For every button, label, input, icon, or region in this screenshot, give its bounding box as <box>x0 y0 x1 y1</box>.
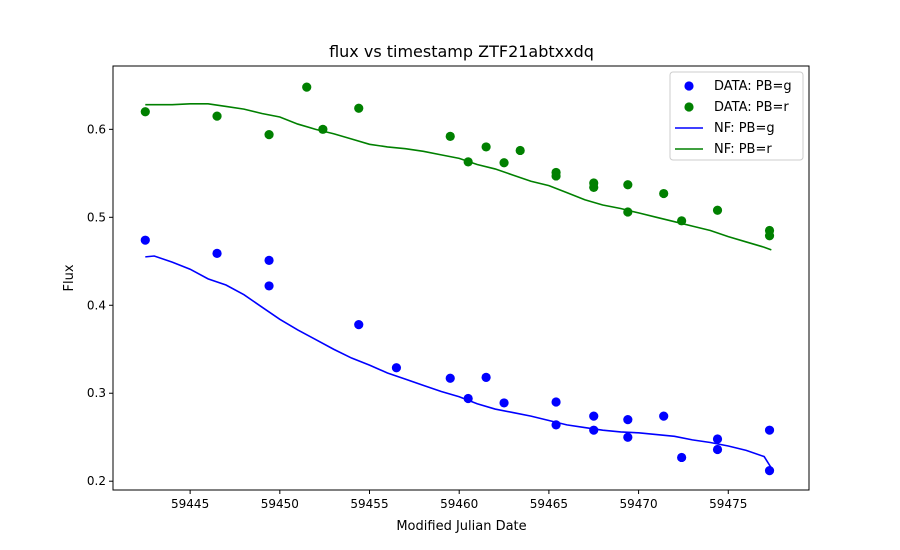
data-point-g <box>659 411 669 421</box>
data-point-g <box>481 372 491 383</box>
x-tick-label: 59470 <box>619 497 657 511</box>
y-axis-label: Flux <box>62 264 77 291</box>
data-point-r <box>764 231 775 241</box>
y-axis: 0.2 0.3 0.4 0.5 0.6 <box>87 122 113 488</box>
data-point-r <box>140 107 150 117</box>
plot-frame <box>112 65 810 491</box>
data-point-r <box>677 216 687 226</box>
data-point-g <box>589 425 599 435</box>
y-tick-label: 0.5 <box>87 210 106 224</box>
legend-label: DATA: PB=r <box>714 100 789 115</box>
series-line-g <box>145 255 773 469</box>
data-point-r <box>623 207 633 217</box>
x-tick-label: 59465 <box>530 497 568 511</box>
legend-box <box>669 71 804 161</box>
data-point-g <box>623 415 633 425</box>
data-point-g <box>623 432 633 442</box>
data-point-g <box>445 373 455 383</box>
data-point-r <box>623 180 633 190</box>
data-point-r <box>712 205 723 215</box>
y-tick-label: 0.4 <box>87 298 106 312</box>
data-point-g <box>264 281 274 291</box>
x-tick-label: 59455 <box>350 497 388 511</box>
data-point-r <box>499 158 509 168</box>
data-point-g <box>677 452 687 463</box>
x-tick-label: 59445 <box>171 497 209 511</box>
data-point-g <box>712 434 723 444</box>
chart-title: flux vs timestamp ZTF21abtxxdq <box>329 42 594 61</box>
data-point-g <box>712 444 723 455</box>
data-point-g <box>499 398 509 408</box>
data-point-g <box>589 411 599 421</box>
data-point-r <box>445 131 455 141</box>
data-point-g <box>391 363 402 373</box>
legend-label: NF: PB=r <box>714 142 772 157</box>
x-tick-label: 59460 <box>440 497 478 511</box>
x-axis: 59445 59450 59455 59460 59465 59470 59475 <box>171 490 747 511</box>
data-point-g <box>354 320 364 330</box>
data-point-g <box>551 397 561 407</box>
data-point-r <box>481 142 491 152</box>
data-point-r <box>318 124 328 134</box>
data-point-g <box>551 420 561 430</box>
data-point-r <box>659 188 669 199</box>
data-point-g <box>463 393 473 404</box>
legend: DATA: PB=g DATA: PB=r NF: PB=g NF: PB=r <box>669 71 804 161</box>
data-point-r <box>302 82 312 92</box>
legend-label: NF: PB=g <box>714 121 775 136</box>
x-axis-label: Modified Julian Date <box>396 519 526 534</box>
y-tick-label: 0.2 <box>87 474 106 488</box>
data-point-r <box>354 103 364 113</box>
legend-label: DATA: PB=g <box>714 79 792 94</box>
plot-area <box>140 82 775 476</box>
data-point-g <box>764 425 775 435</box>
data-point-g <box>212 248 222 258</box>
data-point-g <box>764 466 775 476</box>
x-tick-label: 59475 <box>709 497 747 511</box>
data-point-g <box>140 235 150 245</box>
data-point-r <box>264 130 274 140</box>
data-point-r <box>463 157 473 167</box>
y-tick-label: 0.3 <box>87 386 106 400</box>
data-point-r <box>589 182 599 192</box>
series-line-r <box>145 103 772 251</box>
legend-marker <box>684 81 694 91</box>
legend-marker <box>684 102 694 112</box>
data-point-r <box>515 145 525 156</box>
y-tick-label: 0.6 <box>87 122 106 136</box>
data-point-g <box>264 255 274 266</box>
data-point-r <box>212 111 222 121</box>
x-tick-label: 59450 <box>261 497 299 511</box>
data-point-r <box>551 171 561 181</box>
